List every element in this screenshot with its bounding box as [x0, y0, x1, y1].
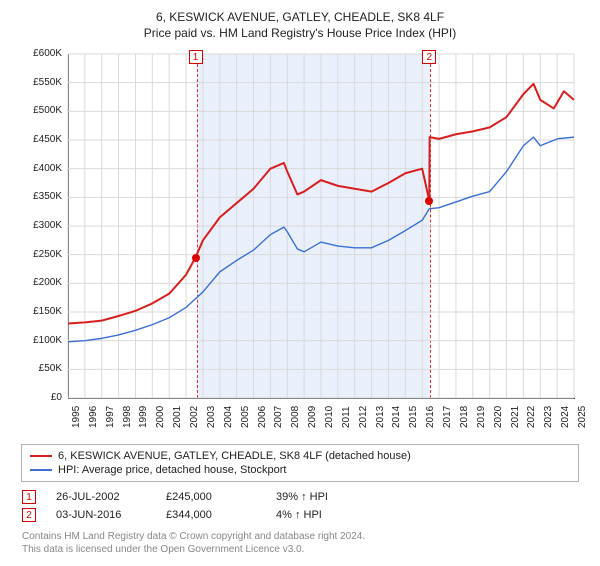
x-tick-label: 2008 [290, 406, 301, 428]
x-tick-label: 2023 [543, 406, 554, 428]
events-table: 1 26-JUL-2002 £245,000 39% ↑ HPI 2 03-JUN-201… [22, 488, 578, 524]
y-tick-label: £500K [20, 105, 62, 116]
y-tick-label: £50K [20, 363, 62, 374]
x-tick-label: 2020 [493, 406, 504, 428]
legend-label: HPI: Average price, detached house, Stoc… [58, 464, 287, 476]
footer-line-1: Contains HM Land Registry data © Crown c… [22, 531, 365, 542]
y-tick-label: £0 [20, 392, 62, 403]
x-tick-label: 2018 [459, 406, 470, 428]
footer-line-2: This data is licensed under the Open Gov… [22, 544, 304, 555]
x-tick-label: 2012 [358, 406, 369, 428]
x-tick-label: 2000 [155, 406, 166, 428]
event-price: £344,000 [166, 509, 256, 521]
x-tick-label: 2022 [526, 406, 537, 428]
x-tick-label: 2011 [341, 406, 352, 428]
x-tick-label: 2003 [206, 406, 217, 428]
y-tick-label: £100K [20, 335, 62, 346]
y-tick-label: £200K [20, 277, 62, 288]
chart-subtitle: Price paid vs. HM Land Registry's House … [10, 26, 590, 40]
x-tick-label: 2001 [172, 406, 183, 428]
y-tick-label: £550K [20, 77, 62, 88]
x-tick-label: 2004 [223, 406, 234, 428]
chart-title: 6, KESWICK AVENUE, GATLEY, CHEADLE, SK8 … [10, 10, 590, 24]
x-tick-label: 2006 [257, 406, 268, 428]
event-date: 03-JUN-2016 [56, 509, 146, 521]
event-date: 26-JUL-2002 [56, 491, 146, 503]
x-tick-label: 2009 [307, 406, 318, 428]
x-tick-label: 1996 [88, 406, 99, 428]
x-tick-label: 1999 [138, 406, 149, 428]
event-dot [192, 254, 200, 262]
x-tick-label: 2025 [577, 406, 588, 428]
chart-svg [20, 46, 580, 402]
x-tick-label: 2015 [408, 406, 419, 428]
event-number: 1 [22, 490, 36, 504]
event-marker-box: 2 [422, 50, 436, 64]
event-vs-hpi: 39% ↑ HPI [276, 491, 366, 503]
x-tick-label: 1997 [105, 406, 116, 428]
y-tick-label: £300K [20, 220, 62, 231]
x-tick-label: 2005 [240, 406, 251, 428]
x-tick-label: 2002 [189, 406, 200, 428]
x-tick-label: 1995 [71, 406, 82, 428]
x-tick-label: 2014 [391, 406, 402, 428]
y-tick-label: £350K [20, 191, 62, 202]
event-number: 2 [22, 508, 36, 522]
footer-note: Contains HM Land Registry data © Crown c… [22, 530, 578, 556]
legend-item: HPI: Average price, detached house, Stoc… [30, 463, 570, 477]
event-row: 2 03-JUN-2016 £344,000 4% ↑ HPI [22, 506, 578, 524]
y-tick-label: £600K [20, 48, 62, 59]
event-dot [425, 197, 433, 205]
legend: 6, KESWICK AVENUE, GATLEY, CHEADLE, SK8 … [21, 444, 579, 482]
y-tick-label: £150K [20, 306, 62, 317]
legend-swatch [30, 469, 52, 471]
event-row: 1 26-JUL-2002 £245,000 39% ↑ HPI [22, 488, 578, 506]
x-tick-label: 2010 [324, 406, 335, 428]
x-tick-label: 2019 [476, 406, 487, 428]
y-tick-label: £250K [20, 249, 62, 260]
x-tick-label: 2017 [442, 406, 453, 428]
legend-item: 6, KESWICK AVENUE, GATLEY, CHEADLE, SK8 … [30, 449, 570, 463]
x-tick-label: 2024 [560, 406, 571, 428]
x-tick-label: 1998 [122, 406, 133, 428]
x-tick-label: 2016 [425, 406, 436, 428]
legend-label: 6, KESWICK AVENUE, GATLEY, CHEADLE, SK8 … [58, 450, 411, 462]
price-chart: £0 £50K £100K £150K £200K £250K £300K £350K £400… [20, 46, 580, 438]
x-tick-label: 2013 [375, 406, 386, 428]
legend-swatch [30, 455, 52, 457]
event-price: £245,000 [166, 491, 256, 503]
event-marker-box: 1 [189, 50, 203, 64]
event-vs-hpi: 4% ↑ HPI [276, 509, 366, 521]
y-tick-label: £450K [20, 134, 62, 145]
x-tick-label: 2021 [510, 406, 521, 428]
x-tick-label: 2007 [273, 406, 284, 428]
y-tick-label: £400K [20, 163, 62, 174]
